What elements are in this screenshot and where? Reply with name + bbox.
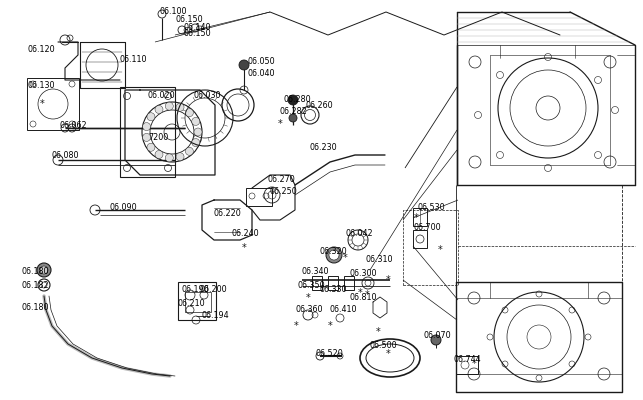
Text: *: * [438,245,442,255]
Text: 06.220: 06.220 [214,208,242,218]
Text: 06.180: 06.180 [22,266,50,276]
Text: *: * [386,275,390,285]
Circle shape [192,138,200,146]
Text: 06.350: 06.350 [298,282,325,290]
Text: 06.050: 06.050 [247,58,275,66]
Bar [178,282,216,320]
Circle shape [165,154,173,162]
Text: 06.530: 06.530 [418,204,446,212]
Text: 06.150: 06.150 [176,16,204,24]
Text: 06.070: 06.070 [424,332,451,340]
Circle shape [288,95,298,105]
Text: *: * [278,119,282,129]
Text: *: * [376,327,381,337]
Circle shape [185,147,194,155]
Circle shape [185,109,194,117]
Bar [344,276,354,290]
Bar [120,87,175,177]
Text: *: * [328,321,332,331]
Text: *: * [40,99,44,109]
Text: 06.182: 06.182 [22,282,50,290]
Text: 06.210: 06.210 [178,300,206,308]
Text: 06.194: 06.194 [202,312,230,320]
Circle shape [326,247,342,263]
Text: 06.360: 06.360 [296,306,323,314]
Text: *: * [386,349,390,359]
Text: 06.700: 06.700 [414,224,442,232]
Bar [246,188,272,206]
Bar [403,210,458,285]
Text: 06.190: 06.190 [182,286,210,294]
Text: 06.330: 06.330 [320,286,347,294]
Bar [27,78,79,130]
Circle shape [192,118,200,126]
Circle shape [431,335,441,345]
Circle shape [289,114,297,122]
Circle shape [176,153,184,161]
Bar [456,356,478,374]
Text: 06.080: 06.080 [52,152,80,160]
Text: 7200: 7200 [148,134,168,142]
Text: 06.320: 06.320 [320,248,348,256]
Text: 06.180: 06.180 [22,304,50,312]
Text: *: * [294,321,298,331]
Text: 06.140: 06.140 [183,22,210,32]
Text: 06.120: 06.120 [28,46,56,54]
Circle shape [329,250,339,260]
Bar [328,276,338,290]
Text: 06.042: 06.042 [346,230,374,238]
Text: 06.090: 06.090 [110,204,138,212]
Text: 06.410: 06.410 [330,306,358,314]
Circle shape [165,102,173,110]
Text: 06.200: 06.200 [200,286,228,294]
Text: 06.280: 06.280 [283,96,311,104]
Bar [413,208,427,226]
Text: 06.270: 06.270 [268,176,296,184]
Text: *: * [471,359,476,369]
Text: *: * [242,243,246,253]
Text: 06.062: 06.062 [60,122,87,130]
Text: 06.810: 06.810 [350,294,377,302]
Bar [413,230,427,248]
Text: 06.310: 06.310 [366,256,394,264]
Text: 06.500: 06.500 [370,342,397,350]
Circle shape [239,60,249,70]
Text: 06.250: 06.250 [270,188,298,196]
Text: 06.260: 06.260 [306,100,334,110]
Circle shape [155,106,163,114]
Text: 06.040: 06.040 [247,68,275,78]
Text: 06.130: 06.130 [28,82,55,90]
Circle shape [37,263,51,277]
Circle shape [147,113,155,121]
Text: 06.020: 06.020 [148,90,176,100]
Text: *: * [305,293,311,303]
Text: 06.100: 06.100 [160,8,188,16]
Text: *: * [413,213,419,223]
Text: 06.520: 06.520 [316,350,344,358]
Circle shape [40,266,48,274]
Circle shape [176,103,184,111]
Circle shape [155,150,163,158]
Circle shape [194,128,202,136]
Text: *: * [365,290,369,300]
Circle shape [147,143,155,151]
Text: 06.030: 06.030 [194,92,221,100]
Text: *: * [358,288,363,298]
Bar [312,276,322,290]
Circle shape [143,122,150,130]
Circle shape [143,134,150,142]
Text: 06.744: 06.744 [454,356,482,364]
Text: 06.230: 06.230 [310,144,338,152]
Text: 06.300: 06.300 [349,268,377,278]
Text: 06.150: 06.150 [183,28,211,38]
Text: 06.110: 06.110 [120,56,147,64]
Bar [185,292,211,312]
Text: *: * [343,253,347,263]
Text: 06.240: 06.240 [232,230,260,238]
Text: 06.282: 06.282 [280,108,308,116]
Text: 06.340: 06.340 [302,268,329,276]
